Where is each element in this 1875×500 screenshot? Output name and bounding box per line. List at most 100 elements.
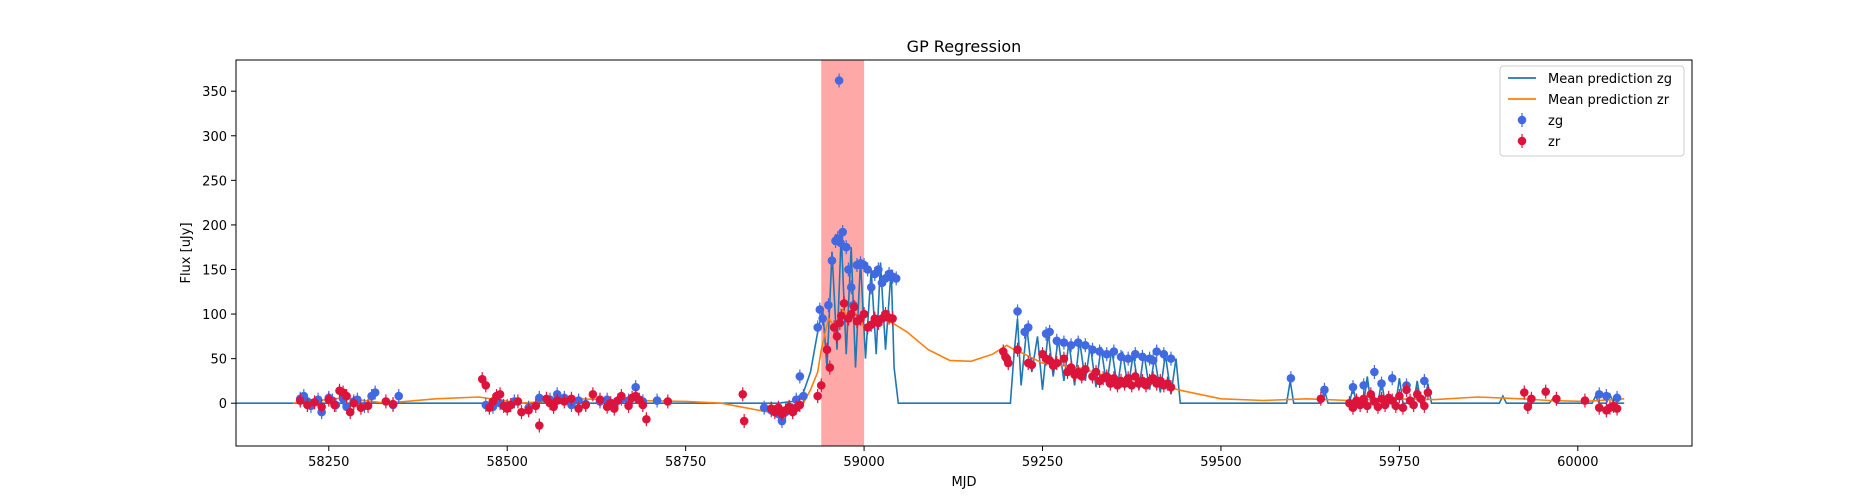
point-zr — [1359, 394, 1368, 404]
point-zg — [1073, 338, 1083, 347]
point-zr — [345, 407, 355, 417]
plot-content — [236, 60, 1625, 446]
legend-point-zr-swatch — [1517, 136, 1527, 146]
legend: Mean prediction zg Mean prediction zr zg zr — [1499, 65, 1685, 157]
point-zr — [663, 397, 673, 406]
point-zr — [1077, 372, 1087, 381]
point-zg — [1138, 352, 1147, 362]
legend-line-zg-label: Mean prediction zg — [1548, 72, 1672, 87]
point-zr — [363, 401, 373, 411]
point-zg — [1348, 382, 1358, 392]
point-zr — [535, 421, 544, 430]
legend-point-zg-swatch — [1517, 115, 1527, 125]
x-tick-label: 59250 — [1022, 455, 1063, 470]
point-zg — [394, 391, 404, 401]
point-zg — [813, 323, 822, 332]
plot-frame — [235, 59, 1693, 447]
point-zr — [1348, 403, 1358, 412]
point-zg — [1359, 381, 1368, 390]
point-zr — [1003, 358, 1013, 368]
point-zg — [1387, 373, 1397, 383]
point-zg — [844, 265, 853, 274]
point-zr — [795, 400, 805, 410]
point-zr — [1423, 388, 1433, 397]
point-zg — [1130, 349, 1140, 359]
point-zg — [799, 391, 808, 401]
point-zr — [477, 374, 487, 384]
point-zg — [1594, 389, 1604, 399]
point-zr — [567, 394, 576, 404]
point-zr — [1612, 404, 1622, 413]
point-zr — [295, 396, 305, 405]
point-zg — [818, 314, 827, 323]
point-zg — [1152, 347, 1162, 356]
point-zr — [1027, 360, 1037, 370]
point-zr — [738, 389, 748, 399]
point-zr — [822, 345, 832, 355]
y-tick-label: 0 — [219, 397, 227, 412]
point-zr — [1066, 363, 1076, 372]
point-zg — [874, 265, 883, 274]
point-zg — [1602, 391, 1611, 401]
x-axis-label: MJD — [951, 475, 976, 490]
point-zr — [356, 403, 366, 412]
point-zr — [517, 407, 526, 417]
point-zr — [1527, 394, 1536, 404]
point-zr — [581, 400, 591, 410]
point-zr — [849, 302, 859, 312]
point-zg — [834, 76, 844, 85]
point-zr — [506, 400, 516, 410]
x-tick-label: 59750 — [1379, 455, 1420, 470]
point-zr — [1366, 389, 1376, 399]
point-zg — [1377, 379, 1386, 388]
point-zr — [388, 399, 398, 409]
point-zg — [1088, 345, 1097, 355]
point-zg — [815, 305, 825, 314]
point-zr — [1395, 391, 1404, 401]
axes: 58250 58500 58750 59000 59250 59500 59750 60000… — [202, 59, 1693, 470]
x-tick-label: 58500 — [487, 455, 528, 470]
point-zr — [638, 400, 648, 410]
point-zr — [524, 406, 533, 415]
point-zg — [1320, 385, 1329, 395]
point-zr — [832, 332, 842, 341]
point-zr — [1398, 403, 1408, 412]
point-zr — [859, 309, 869, 319]
point-zg — [1045, 327, 1054, 337]
point-zg — [1013, 307, 1022, 316]
point-zg — [841, 242, 851, 252]
point-zr — [739, 416, 749, 426]
point-zg — [777, 416, 787, 426]
point-zg — [1166, 354, 1176, 363]
point-zg — [1159, 349, 1169, 359]
y-tick-label: 250 — [202, 174, 227, 189]
point-zg — [631, 382, 640, 392]
point-zr — [1409, 400, 1418, 410]
point-zg — [1095, 347, 1104, 356]
point-zr — [324, 395, 334, 404]
point-zr — [485, 403, 494, 412]
point-zg — [795, 372, 805, 381]
point-zr — [1091, 367, 1101, 377]
point-zg — [535, 393, 544, 403]
y-tick-label: 300 — [202, 130, 227, 145]
point-zr — [1380, 400, 1390, 410]
point-zr — [866, 320, 876, 330]
point-zr — [349, 398, 359, 408]
point-zr — [1377, 394, 1386, 404]
point-zr — [624, 401, 633, 411]
point-zr — [1081, 365, 1090, 374]
point-zr — [888, 314, 897, 323]
point-zr — [552, 396, 562, 405]
point-zr — [588, 389, 598, 399]
point-zg — [1286, 373, 1296, 383]
point-zr — [574, 404, 583, 413]
point-zr — [481, 381, 491, 390]
point-zr — [1541, 387, 1550, 396]
point-zg — [1370, 367, 1379, 377]
point-zr — [1391, 401, 1401, 411]
point-zr — [513, 397, 523, 406]
point-zr — [1552, 394, 1561, 404]
point-zg — [1066, 340, 1076, 350]
point-zr — [1373, 402, 1383, 412]
